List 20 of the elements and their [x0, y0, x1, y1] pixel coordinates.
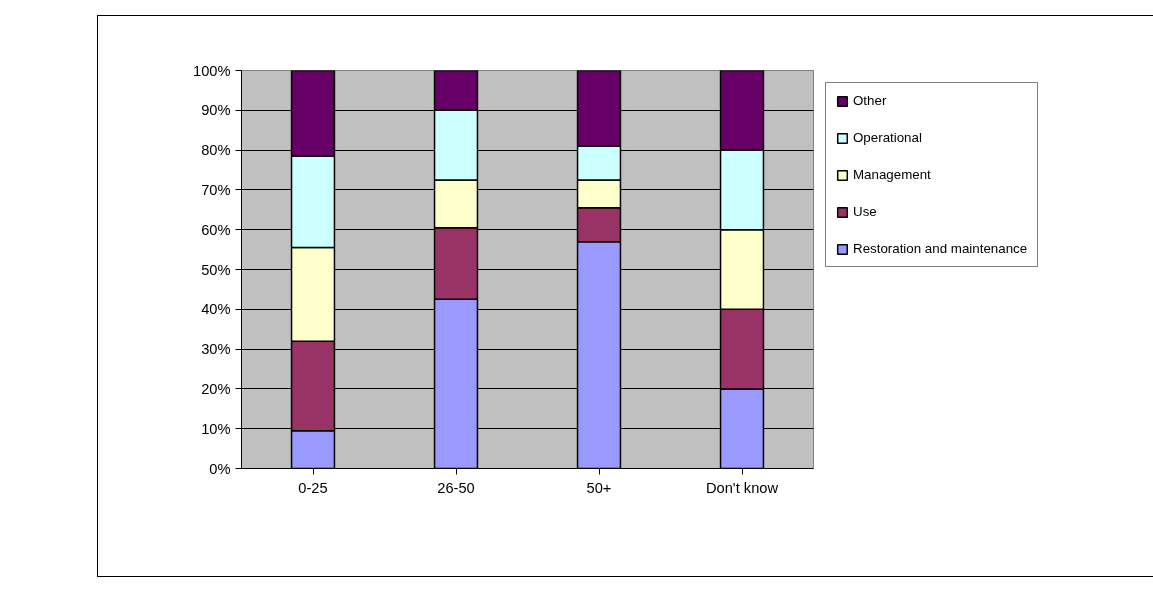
- y-tick-label: 100%: [193, 62, 231, 79]
- x-tick-label: 26-50: [437, 479, 475, 496]
- legend-label: Management: [853, 167, 931, 182]
- legend-label: Operational: [853, 130, 922, 145]
- y-tick-label: 70%: [201, 181, 231, 198]
- x-tick-label: 0-25: [298, 479, 328, 496]
- y-tick-label: 30%: [201, 341, 231, 358]
- y-tick-label: 20%: [201, 380, 231, 397]
- legend-label: Use: [853, 204, 877, 219]
- y-tick-label: 40%: [201, 301, 231, 318]
- legend-label: Other: [853, 93, 887, 108]
- y-tick-label: 90%: [201, 102, 231, 119]
- y-tick-label: 80%: [201, 142, 231, 159]
- y-tick-label: 10%: [201, 420, 231, 437]
- y-tick-label: 50%: [201, 261, 231, 278]
- y-tick-label: 0%: [209, 460, 231, 477]
- x-tick-label: 50+: [586, 479, 612, 496]
- x-tick-label: Don't know: [705, 479, 779, 496]
- y-tick-label: 60%: [201, 221, 231, 238]
- legend-label: Restoration and maintenance: [853, 241, 1028, 256]
